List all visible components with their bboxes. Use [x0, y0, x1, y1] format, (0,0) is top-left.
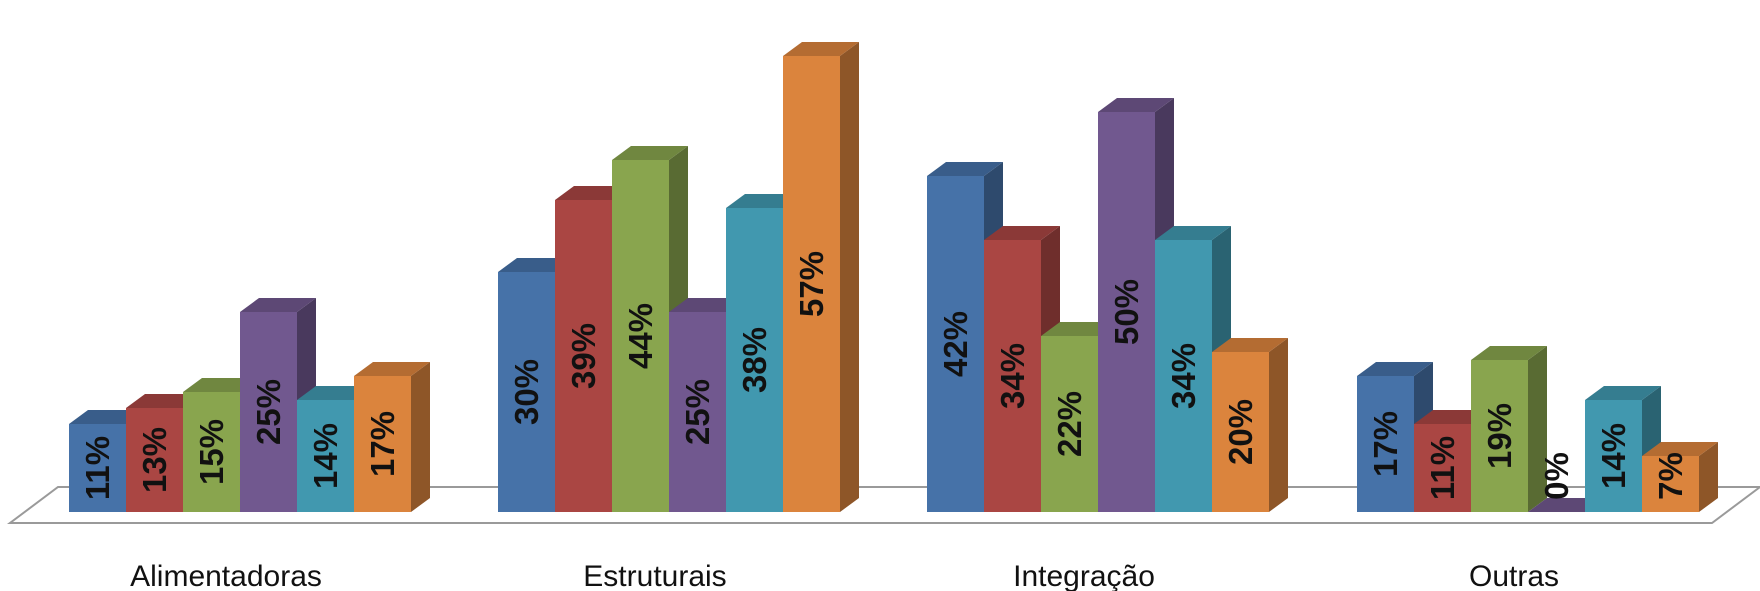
bar-top	[1155, 226, 1231, 240]
bar-front	[1642, 456, 1699, 512]
bar-top	[354, 362, 430, 376]
data-label-integracao-6: 20%	[1222, 399, 1259, 465]
bar-side	[1528, 346, 1547, 512]
data-label-integracao-5: 34%	[1165, 343, 1202, 409]
data-label-alimentadoras-3: 15%	[193, 419, 230, 485]
bar-front	[1041, 336, 1098, 512]
bar-front	[984, 240, 1041, 512]
chart-floor	[7, 486, 1760, 524]
bar-front	[726, 208, 783, 512]
bar-front	[1414, 424, 1471, 512]
data-label-outras-2: 11%	[1424, 436, 1461, 500]
data-label-estruturais-1: 30%	[508, 359, 545, 425]
data-label-estruturais-5: 38%	[736, 327, 773, 393]
data-label-outras-5: 14%	[1595, 423, 1632, 489]
bar-top	[1471, 346, 1547, 360]
data-label-alimentadoras-4: 25%	[250, 379, 287, 445]
bar-top	[984, 226, 1060, 240]
bar-top	[1098, 98, 1174, 112]
bar-top	[1642, 442, 1718, 456]
category-label-estruturais: Estruturais	[583, 560, 726, 591]
bars-layer	[69, 42, 1718, 513]
bar-integracao-6	[1212, 338, 1288, 512]
bar-side	[411, 362, 430, 512]
data-label-estruturais-4: 25%	[679, 379, 716, 445]
bar-side	[840, 42, 859, 512]
data-label-integracao-1: 42%	[937, 311, 974, 377]
bar-front	[612, 160, 669, 512]
data-labels-layer: 11% 13% 15% 25% 14% 17% 30% 39% 44% 25% 38% 57% 42% 3…	[79, 251, 1689, 500]
bar-front	[783, 56, 840, 512]
bar-front	[1098, 112, 1155, 512]
data-label-outras-3: 19%	[1481, 403, 1518, 469]
category-labels-layer: Alimentadoras Estruturais Integração Outras	[130, 560, 1559, 591]
bar-front	[1357, 376, 1414, 512]
bar-top	[1585, 386, 1661, 400]
data-label-integracao-4: 50%	[1108, 279, 1145, 345]
bar-front	[669, 312, 726, 512]
bar-front	[297, 400, 354, 512]
bar-top	[612, 146, 688, 160]
bar-front	[126, 408, 183, 512]
bar-estruturais-3	[612, 146, 688, 512]
data-label-alimentadoras-1: 11%	[79, 436, 116, 500]
data-label-outras-6: 7%	[1652, 452, 1689, 500]
bar-top	[783, 42, 859, 56]
category-label-outras: Outras	[1469, 560, 1559, 591]
bar-top	[927, 162, 1003, 176]
bar-front	[927, 176, 984, 512]
bar-front	[183, 392, 240, 512]
category-label-integracao: Integração	[1013, 560, 1155, 591]
bar-top	[1357, 362, 1433, 376]
data-label-outras-1: 17%	[1367, 411, 1404, 477]
data-label-integracao-2: 34%	[994, 343, 1031, 409]
data-label-estruturais-2: 39%	[565, 323, 602, 389]
bar-front	[1212, 352, 1269, 512]
category-label-alimentadoras: Alimentadoras	[130, 560, 322, 591]
bar-front	[240, 312, 297, 512]
bar-top	[240, 298, 316, 312]
bar-alimentadoras-6	[354, 362, 430, 512]
bar-outras-3	[1471, 346, 1547, 512]
bar-front	[69, 424, 126, 512]
data-label-outras-4: 0%	[1538, 452, 1575, 500]
data-label-estruturais-3: 44%	[622, 303, 659, 369]
bar-outras-6	[1642, 442, 1718, 512]
data-label-estruturais-6: 57%	[793, 251, 830, 317]
data-label-alimentadoras-5: 14%	[307, 423, 344, 489]
bar-side	[1699, 442, 1718, 512]
bar-front	[1155, 240, 1212, 512]
bar-front	[1471, 360, 1528, 512]
bar-side	[1269, 338, 1288, 512]
data-label-alimentadoras-2: 13%	[136, 427, 173, 493]
data-label-integracao-3: 22%	[1051, 391, 1088, 457]
bar-front	[555, 200, 612, 512]
bar-front	[1585, 400, 1642, 512]
data-label-alimentadoras-6: 17%	[364, 411, 401, 477]
bar-estruturais-6	[783, 42, 859, 512]
bar-front	[354, 376, 411, 512]
bar-top	[1212, 338, 1288, 352]
bar-front	[498, 272, 555, 512]
